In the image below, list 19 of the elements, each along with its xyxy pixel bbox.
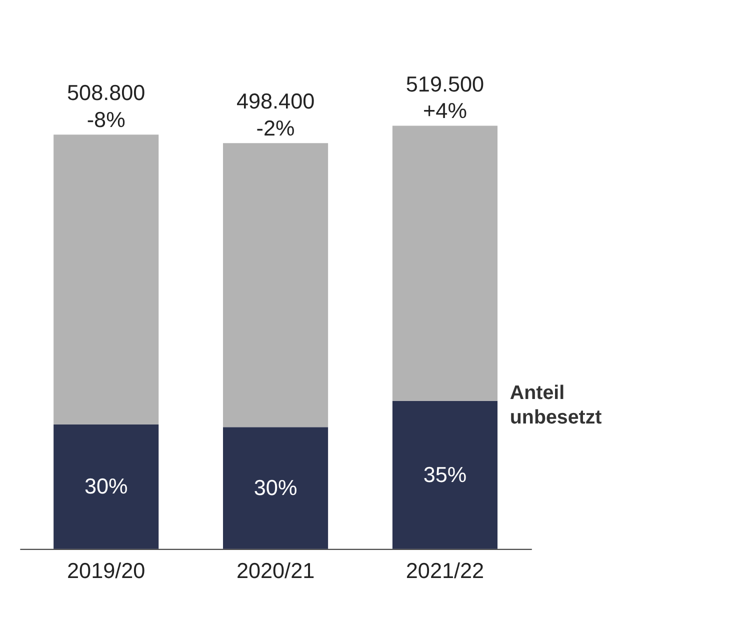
annotation: +4% [423,98,467,123]
series-label: Anteil unbesetzt [510,382,602,428]
annotation: 30% [254,474,298,500]
x-tick-label: 2020/21 [236,558,315,583]
annotation: 508.800 [67,80,146,106]
x-tick-label: 2021/22 [406,558,484,583]
bar [223,143,328,428]
bar [54,424,159,549]
annotation: -8% [86,106,126,132]
annotation: 35% [423,462,467,487]
bar [392,126,498,401]
annotation: 498.400 [236,88,315,114]
annotation: 519.500 [406,71,484,96]
annotation: -2% [256,115,295,140]
bar [392,400,498,549]
x-tick-label: 2019/20 [67,558,146,583]
bar [54,134,159,425]
bar [223,427,328,549]
annotation: 30% [84,474,128,499]
